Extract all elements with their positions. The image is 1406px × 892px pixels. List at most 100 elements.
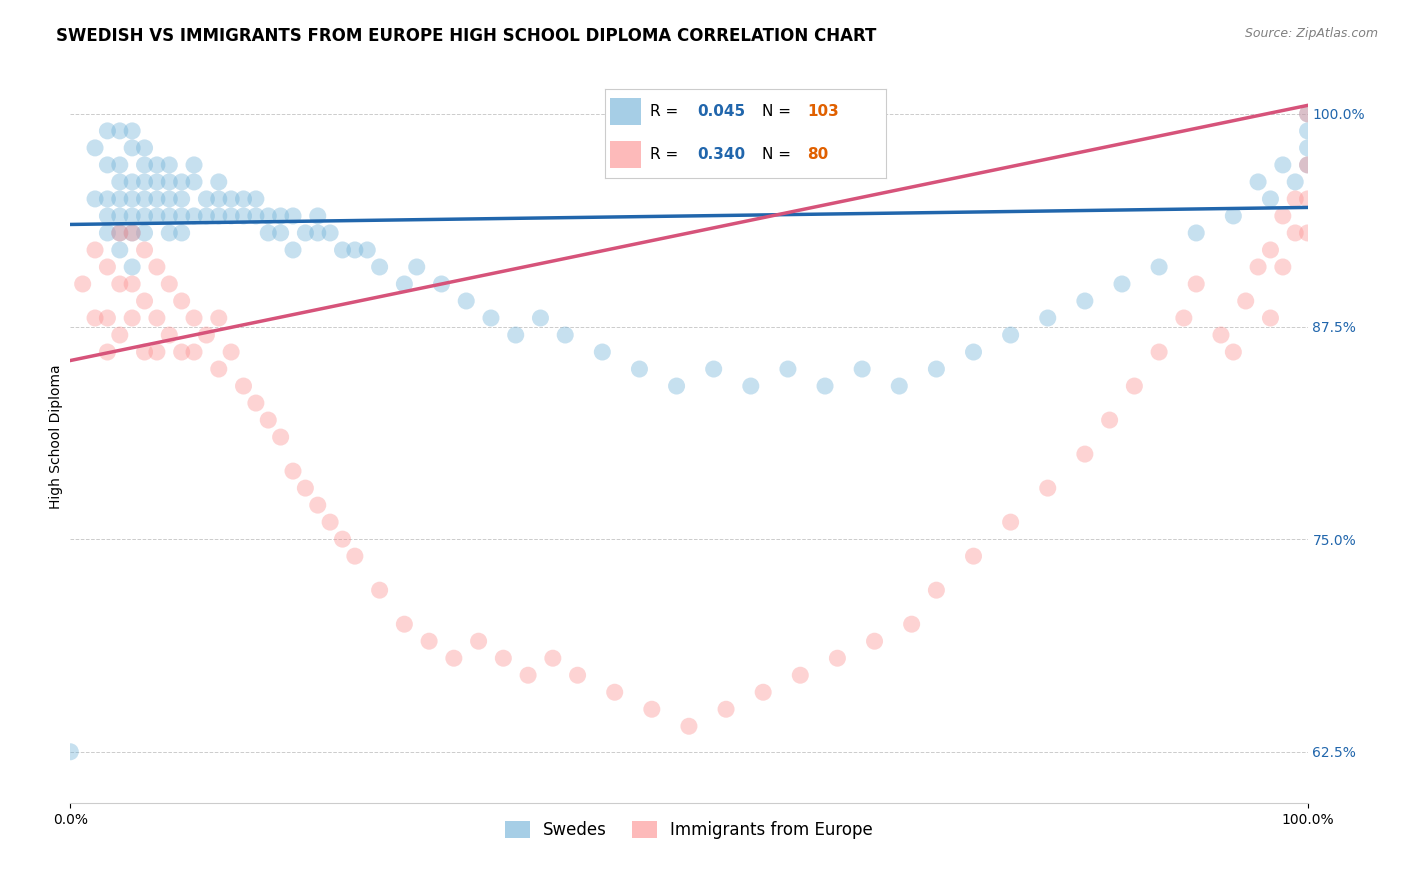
- Point: [170, 226, 193, 240]
- Point: [814, 379, 837, 393]
- Point: [96, 345, 118, 359]
- Point: [505, 328, 527, 343]
- Point: [146, 175, 169, 189]
- Point: [208, 209, 231, 223]
- Point: [1000, 328, 1022, 343]
- Point: [96, 226, 118, 240]
- Point: [1284, 175, 1306, 189]
- Point: [827, 651, 849, 665]
- Point: [157, 328, 180, 343]
- Point: [1271, 209, 1294, 223]
- Point: [752, 685, 775, 699]
- Text: 0.340: 0.340: [697, 147, 745, 161]
- Point: [1296, 158, 1319, 172]
- Point: [1296, 192, 1319, 206]
- Point: [108, 158, 131, 172]
- Point: [925, 362, 948, 376]
- Point: [208, 311, 231, 326]
- Point: [628, 362, 651, 376]
- Point: [108, 226, 131, 240]
- Point: [134, 192, 156, 206]
- Point: [121, 226, 143, 240]
- Point: [84, 192, 107, 206]
- Point: [121, 192, 143, 206]
- Point: [183, 158, 205, 172]
- Point: [281, 464, 304, 478]
- Point: [270, 430, 292, 444]
- Point: [1074, 447, 1097, 461]
- Point: [456, 293, 478, 308]
- Point: [343, 549, 366, 563]
- Point: [1260, 192, 1282, 206]
- Point: [170, 175, 193, 189]
- Point: [195, 209, 218, 223]
- Point: [157, 158, 180, 172]
- Point: [183, 209, 205, 223]
- Point: [195, 328, 218, 343]
- Point: [96, 124, 118, 138]
- Point: [1260, 311, 1282, 326]
- Point: [245, 209, 267, 223]
- Point: [603, 685, 626, 699]
- Point: [900, 617, 922, 632]
- Point: [1000, 515, 1022, 529]
- Text: N =: N =: [762, 104, 792, 119]
- Point: [307, 226, 329, 240]
- Point: [157, 209, 180, 223]
- Point: [1147, 345, 1170, 359]
- Point: [281, 209, 304, 223]
- Point: [108, 277, 131, 291]
- Point: [281, 243, 304, 257]
- Point: [146, 345, 169, 359]
- Point: [1296, 226, 1319, 240]
- Point: [208, 175, 231, 189]
- Point: [195, 192, 218, 206]
- Point: [294, 481, 316, 495]
- Point: [270, 226, 292, 240]
- Point: [208, 362, 231, 376]
- Text: 0.045: 0.045: [697, 104, 745, 119]
- Text: 80: 80: [807, 147, 828, 161]
- Text: SWEDISH VS IMMIGRANTS FROM EUROPE HIGH SCHOOL DIPLOMA CORRELATION CHART: SWEDISH VS IMMIGRANTS FROM EUROPE HIGH S…: [56, 27, 876, 45]
- Point: [591, 345, 613, 359]
- Text: Source: ZipAtlas.com: Source: ZipAtlas.com: [1244, 27, 1378, 40]
- Point: [232, 209, 254, 223]
- Point: [1284, 192, 1306, 206]
- Point: [134, 345, 156, 359]
- Point: [356, 243, 378, 257]
- Point: [96, 311, 118, 326]
- Point: [1296, 107, 1319, 121]
- Point: [257, 413, 280, 427]
- Point: [157, 192, 180, 206]
- Point: [121, 260, 143, 274]
- Point: [1185, 277, 1208, 291]
- Text: R =: R =: [650, 147, 678, 161]
- Point: [183, 345, 205, 359]
- Point: [1247, 260, 1270, 274]
- Point: [368, 583, 391, 598]
- Point: [219, 192, 242, 206]
- Point: [108, 243, 131, 257]
- Point: [219, 209, 242, 223]
- FancyBboxPatch shape: [610, 98, 641, 125]
- Point: [232, 192, 254, 206]
- Point: [567, 668, 589, 682]
- Point: [232, 379, 254, 393]
- Point: [1074, 293, 1097, 308]
- Text: N =: N =: [762, 147, 792, 161]
- Point: [59, 745, 82, 759]
- Point: [121, 175, 143, 189]
- Point: [121, 209, 143, 223]
- Point: [925, 583, 948, 598]
- Point: [96, 260, 118, 274]
- Point: [108, 226, 131, 240]
- Point: [1271, 158, 1294, 172]
- Point: [1296, 107, 1319, 121]
- Point: [1284, 226, 1306, 240]
- Point: [776, 362, 799, 376]
- Point: [1036, 481, 1059, 495]
- Point: [851, 362, 873, 376]
- Point: [1296, 158, 1319, 172]
- Legend: Swedes, Immigrants from Europe: Swedes, Immigrants from Europe: [498, 814, 880, 846]
- Point: [1222, 209, 1244, 223]
